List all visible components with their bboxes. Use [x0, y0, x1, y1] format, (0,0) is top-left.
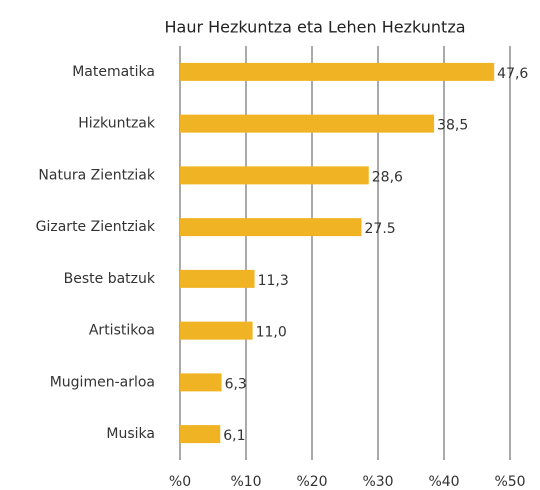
y-tick-label: Artistikoa: [89, 323, 155, 339]
bar: [180, 373, 222, 392]
x-tick-label: %20: [296, 474, 327, 490]
value-label: 11,0: [256, 325, 287, 341]
bar: [180, 62, 495, 81]
value-label: 28,6: [372, 169, 403, 185]
bar: [180, 269, 255, 288]
value-label: 11,3: [258, 273, 289, 289]
bar: [180, 218, 362, 237]
y-tick-label: Hizkuntzak: [78, 116, 156, 132]
bar: [180, 166, 369, 185]
x-tick-label: %10: [230, 474, 261, 490]
x-tick-label: %40: [428, 474, 459, 490]
y-tick-label: Musika: [106, 426, 155, 442]
y-tick-label: Gizarte Zientziak: [36, 219, 156, 235]
value-label: 47,6: [497, 66, 528, 82]
y-tick-label: Matematika: [72, 64, 155, 80]
y-tick-label: Natura Zientziak: [38, 167, 155, 183]
value-label: 38,5: [437, 118, 468, 134]
value-label: 6,3: [225, 376, 247, 392]
value-label: 6,1: [223, 428, 245, 444]
y-tick-label: Beste batzuk: [64, 271, 156, 287]
bar: [180, 114, 435, 133]
x-tick-label: %50: [494, 474, 525, 490]
bar: [180, 425, 221, 444]
bar: [180, 321, 253, 340]
value-label: 27.5: [365, 221, 396, 237]
x-tick-label: %0: [169, 474, 191, 490]
x-tick-label: %30: [362, 474, 393, 490]
y-tick-label: Mugimen-arloa: [50, 374, 155, 390]
chart-title: Haur Hezkuntza eta Lehen Hezkuntza: [164, 18, 465, 37]
